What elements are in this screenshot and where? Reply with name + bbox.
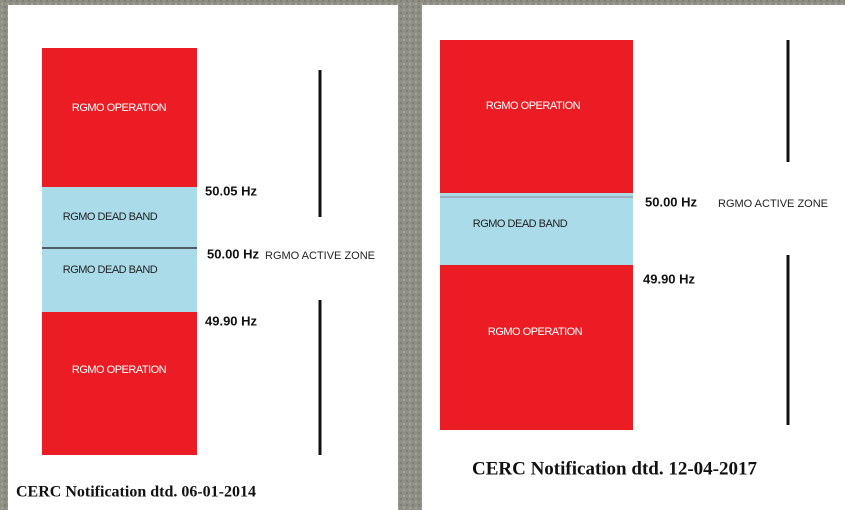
frequency-label: 49.90 Hz <box>643 271 696 286</box>
zone-label: RGMO ACTIVE ZONE <box>265 250 375 262</box>
operation-block <box>42 48 197 187</box>
block-label: RGMO OPERATION <box>488 326 583 338</box>
caption: CERC Notification dtd. 06-01-2014 <box>16 484 256 501</box>
dead-band-block <box>42 187 197 312</box>
block-label: RGMO OPERATION <box>72 102 167 114</box>
block-label: RGMO OPERATION <box>72 364 167 376</box>
dead-band-block <box>440 193 633 265</box>
zone-label: RGMO ACTIVE ZONE <box>718 198 828 210</box>
operation-block <box>42 312 197 455</box>
block-label: RGMO OPERATION <box>486 100 581 112</box>
frequency-label: 50.00 Hz <box>207 246 260 261</box>
frequency-label: 49.90 Hz <box>205 313 258 328</box>
block-label: RGMO DEAD BAND <box>473 218 568 230</box>
block-label: RGMO DEAD BAND <box>63 264 158 276</box>
operation-block <box>440 265 633 430</box>
frequency-label: 50.05 Hz <box>205 183 258 198</box>
block-label: RGMO DEAD BAND <box>63 211 158 223</box>
panel: RGMO OPERATION RGMO DEAD BAND RGMO OPERA… <box>422 5 845 510</box>
operation-block <box>440 40 633 193</box>
panel: RGMO OPERATION RGMO DEAD BAND RGMO DEAD … <box>8 5 398 510</box>
frequency-label: 50.00 Hz <box>645 194 698 209</box>
caption: CERC Notification dtd. 12-04-2017 <box>472 458 757 479</box>
